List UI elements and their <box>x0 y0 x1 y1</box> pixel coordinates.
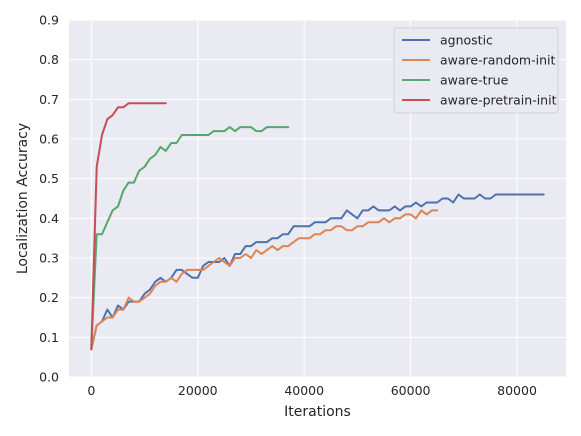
y-tick-label: 0.4 <box>39 211 59 226</box>
x-tick-label: 40000 <box>284 383 324 398</box>
x-tick-label: 0 <box>87 383 95 398</box>
series-line-aware-pretrain-init <box>90 102 167 351</box>
y-tick-labels: 0.0 0.1 0.2 0.3 0.4 0.5 0.6 0.7 0.8 0.9 <box>39 13 59 385</box>
legend-box <box>393 27 559 114</box>
y-tick-label: 0.8 <box>39 52 59 67</box>
x-tick-label: 20000 <box>178 383 218 398</box>
legend-label-aware-pretrain-init: aware-pretrain-init <box>440 93 557 108</box>
legend: agnostic aware-random-init aware-true aware… <box>393 27 559 114</box>
series-lines <box>90 102 545 351</box>
y-tick-label: 0.7 <box>39 92 59 107</box>
series-line-aware-random-init <box>90 209 439 351</box>
y-tick-label: 0.3 <box>39 251 59 266</box>
x-tick-label: 80000 <box>497 383 537 398</box>
x-tick-label: 60000 <box>391 383 431 398</box>
y-tick-label: 0.6 <box>39 132 59 147</box>
x-tick-labels: 0 20000 40000 60000 80000 <box>87 383 537 398</box>
y-tick-label: 0.0 <box>39 370 59 385</box>
x-axis-label: Iterations <box>284 404 351 420</box>
y-tick-label: 0.9 <box>39 13 59 28</box>
legend-label-aware-true: aware-true <box>440 73 509 88</box>
series-line-aware-true <box>90 126 290 351</box>
legend-label-agnostic: agnostic <box>440 33 493 48</box>
legend-label-aware-random-init: aware-random-init <box>440 53 555 68</box>
y-tick-label: 0.5 <box>39 171 59 186</box>
y-tick-label: 0.2 <box>39 290 59 305</box>
y-axis-label: Localization Accuracy <box>15 123 31 274</box>
y-tick-label: 0.1 <box>39 330 59 345</box>
